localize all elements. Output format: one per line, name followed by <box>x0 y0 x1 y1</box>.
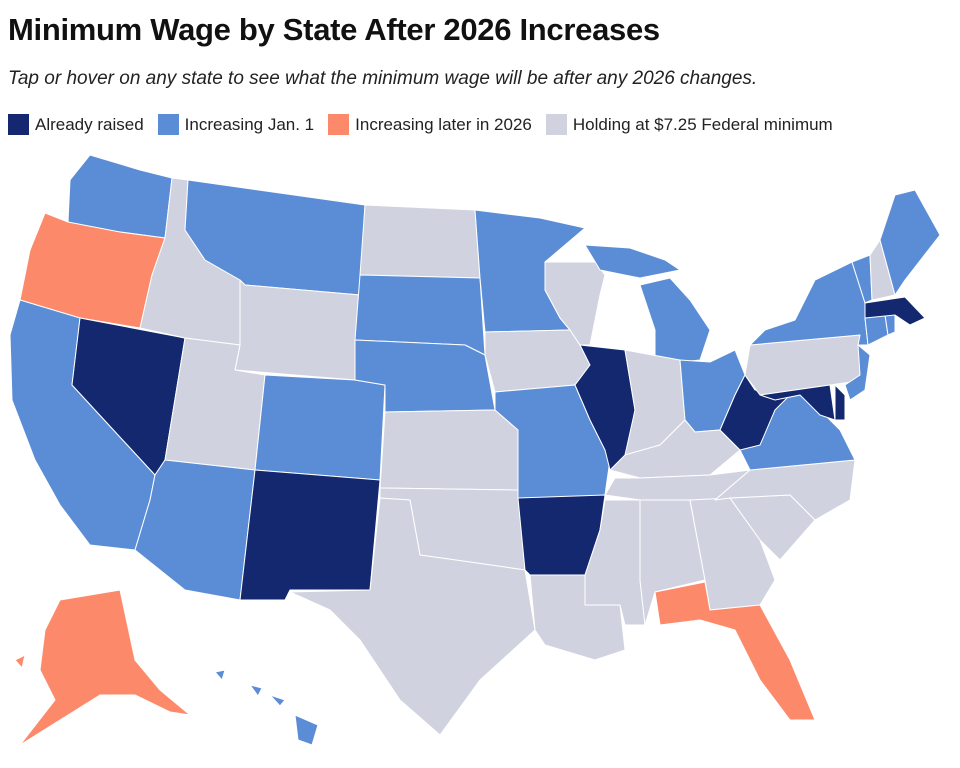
state-hi[interactable] <box>294 714 319 746</box>
legend-item-jan: Increasing Jan. 1 <box>157 114 315 135</box>
state-hi[interactable] <box>249 684 263 697</box>
legend-label: Increasing Jan. 1 <box>184 114 315 134</box>
state-ia[interactable] <box>484 329 591 393</box>
state-nm[interactable] <box>239 469 381 601</box>
state-fl[interactable] <box>654 581 816 721</box>
state-tx[interactable] <box>289 497 536 736</box>
state-hi[interactable] <box>269 694 286 707</box>
legend-swatch <box>328 114 350 135</box>
legend-label: Already raised <box>35 114 144 134</box>
state-de[interactable] <box>834 384 846 421</box>
state-ks[interactable] <box>379 409 519 491</box>
legend-label: Holding at $7.25 Federal minimum <box>572 114 833 134</box>
subtitle: Tap or hover on any state to see what th… <box>8 68 758 89</box>
legend-item-hold: Holding at $7.25 Federal minimum <box>545 114 833 135</box>
state-mi[interactable] <box>584 244 681 279</box>
legend-item-later: Increasing later in 2026 <box>328 114 532 135</box>
state-co[interactable] <box>254 374 386 481</box>
state-nj[interactable] <box>844 344 871 401</box>
page-title: Minimum Wage by State After 2026 Increas… <box>8 12 660 47</box>
state-ct[interactable] <box>864 314 889 346</box>
state-nc[interactable] <box>714 459 856 521</box>
state-md[interactable] <box>759 384 836 421</box>
legend-item-raised: Already raised <box>8 114 144 135</box>
state-hi[interactable] <box>214 669 226 681</box>
legend: Already raised Increasing Jan. 1 Increas… <box>8 114 833 135</box>
state-wy[interactable] <box>234 279 361 381</box>
legend-swatch <box>545 114 567 135</box>
state-ak[interactable] <box>19 589 191 746</box>
state-ma[interactable] <box>864 296 926 326</box>
state-ny[interactable] <box>749 261 869 346</box>
state-mi[interactable] <box>639 277 711 366</box>
legend-label: Increasing later in 2026 <box>355 114 532 134</box>
state-nd[interactable] <box>359 204 481 279</box>
legend-swatch <box>157 114 179 135</box>
legend-swatch <box>8 114 29 135</box>
state-ak[interactable] <box>14 654 26 669</box>
state-me[interactable] <box>879 189 941 296</box>
